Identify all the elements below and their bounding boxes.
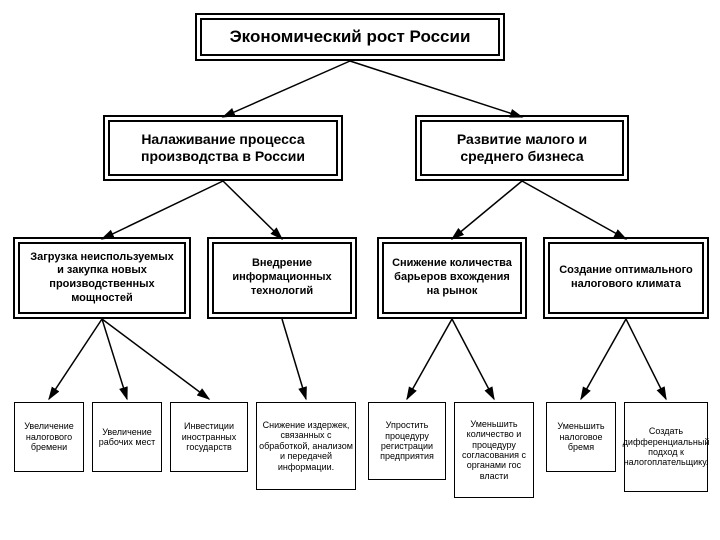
edge bbox=[223, 181, 282, 239]
edge bbox=[407, 319, 452, 399]
node-leaf4: Снижение издержек, связанных с обработко… bbox=[256, 402, 356, 490]
node-l2c: Снижение количества барьеров вхождения н… bbox=[382, 242, 522, 314]
edge bbox=[102, 181, 223, 239]
node-leaf7: Уменьшить налоговое бремя bbox=[546, 402, 616, 472]
edge bbox=[350, 61, 522, 117]
node-leaf5: Упростить процедуру регистрации предприя… bbox=[368, 402, 446, 480]
node-label: Упростить процедуру регистрации предприя… bbox=[371, 420, 443, 461]
node-label: Увеличение налогового бремени bbox=[17, 421, 81, 452]
node-leaf3: Инвестиции иностранных государств bbox=[170, 402, 248, 472]
node-label: Налаживание процесса производства в Росс… bbox=[118, 131, 328, 166]
node-leaf6: Уменьшить количество и процедуру согласо… bbox=[454, 402, 534, 498]
node-label: Снижение количества барьеров вхождения н… bbox=[392, 257, 512, 298]
node-label: Увеличение рабочих мест bbox=[95, 427, 159, 448]
node-label: Развитие малого и среднего бизнеса bbox=[430, 131, 614, 166]
node-label: Уменьшить налоговое бремя bbox=[549, 421, 613, 452]
edge bbox=[452, 319, 494, 399]
node-label: Внедрение информационных технологий bbox=[222, 257, 342, 298]
node-label: Экономический рост России bbox=[230, 26, 471, 47]
edge bbox=[102, 319, 127, 399]
node-leaf8: Создать дифференциальный подход к налого… bbox=[624, 402, 708, 492]
edge bbox=[626, 319, 666, 399]
edge bbox=[49, 319, 102, 399]
edge bbox=[452, 181, 522, 239]
node-leaf1: Увеличение налогового бремени bbox=[14, 402, 84, 472]
node-label: Загрузка неиспользуемых и закупка новых … bbox=[28, 251, 176, 306]
node-l1b: Развитие малого и среднего бизнеса bbox=[420, 120, 624, 176]
edge bbox=[102, 319, 209, 399]
node-l2a: Загрузка неиспользуемых и закупка новых … bbox=[18, 242, 186, 314]
edge bbox=[522, 181, 626, 239]
node-l1a: Налаживание процесса производства в Росс… bbox=[108, 120, 338, 176]
node-label: Инвестиции иностранных государств bbox=[173, 421, 245, 452]
edge bbox=[282, 319, 306, 399]
edge bbox=[581, 319, 626, 399]
node-label: Уменьшить количество и процедуру согласо… bbox=[457, 419, 531, 481]
node-label: Снижение издержек, связанных с обработко… bbox=[259, 420, 353, 472]
node-leaf2: Увеличение рабочих мест bbox=[92, 402, 162, 472]
node-label: Создание оптимального налогового климата bbox=[558, 264, 694, 292]
node-label: Создать дифференциальный подход к налого… bbox=[623, 426, 710, 467]
edge bbox=[223, 61, 350, 117]
node-l2b: Внедрение информационных технологий bbox=[212, 242, 352, 314]
node-l2d: Создание оптимального налогового климата bbox=[548, 242, 704, 314]
node-root: Экономический рост России bbox=[200, 18, 500, 56]
